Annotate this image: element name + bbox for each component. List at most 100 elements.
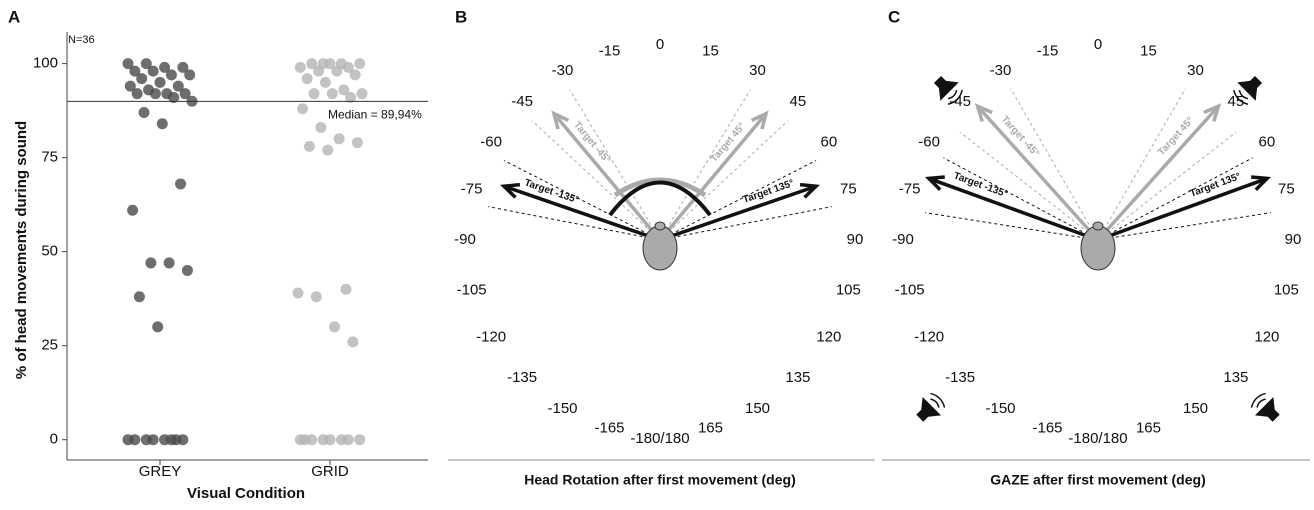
axis-title: GAZE after first movement (deg)	[990, 472, 1205, 488]
speaker	[916, 392, 946, 422]
nose	[654, 221, 666, 231]
speaker-wave	[1250, 392, 1266, 408]
angle-label: -180/180	[1068, 430, 1127, 447]
point	[319, 76, 331, 88]
point	[326, 88, 338, 100]
point	[131, 88, 143, 100]
angle-label: -150	[985, 400, 1015, 417]
point	[292, 287, 304, 299]
y-tick-label: 75	[41, 149, 58, 166]
range-line	[943, 157, 1099, 241]
arrow	[1097, 176, 1268, 242]
angle-label: -15	[599, 43, 621, 60]
point	[136, 73, 148, 85]
point	[324, 58, 336, 70]
point	[145, 257, 157, 269]
point	[342, 61, 354, 73]
arrow-head	[1203, 103, 1222, 123]
range-line	[925, 212, 1099, 241]
arrow	[1096, 105, 1220, 242]
speaker	[933, 75, 963, 105]
point	[122, 58, 134, 70]
range-line	[569, 89, 661, 241]
arrow-head	[750, 110, 769, 130]
point	[324, 434, 336, 446]
range-line	[659, 120, 789, 241]
speaker-body	[916, 396, 942, 422]
angle-label: 105	[836, 281, 861, 298]
arrow-label: Target 135°	[1189, 171, 1243, 200]
angle-label: 60	[821, 133, 838, 150]
point	[338, 84, 350, 96]
range-line	[1097, 88, 1186, 241]
point	[184, 69, 196, 81]
point	[138, 106, 150, 118]
point	[303, 140, 315, 152]
range-line	[1097, 131, 1237, 241]
median-label: Median = 89,94%	[328, 108, 422, 122]
angle-label: -60	[918, 133, 940, 150]
angle-label: -165	[1033, 419, 1063, 436]
angle-label: 15	[1140, 43, 1157, 60]
angle-label: -105	[457, 281, 487, 298]
point	[349, 69, 361, 81]
angle-label: 0	[1094, 36, 1102, 53]
angle-label: -135	[945, 369, 975, 386]
point	[181, 264, 193, 276]
angle-label: 30	[749, 62, 766, 79]
speaker-wave	[947, 89, 963, 105]
point	[322, 144, 334, 156]
arrow	[658, 112, 768, 242]
x-tick-label: GRID	[311, 463, 349, 480]
speaker-body	[1237, 75, 1263, 101]
angle-label: 45	[790, 93, 807, 110]
panel-label: C	[888, 7, 900, 26]
y-tick-label: 100	[33, 55, 58, 72]
angle-label: -30	[990, 62, 1012, 79]
range-line	[959, 131, 1099, 241]
arrow-head	[1251, 175, 1272, 191]
point	[152, 321, 164, 333]
speaker-wave	[930, 392, 946, 408]
point	[342, 434, 354, 446]
speaker-wave	[1233, 89, 1249, 105]
angle-label: -75	[899, 180, 921, 197]
angle-label: -75	[461, 180, 483, 197]
arrow	[552, 112, 662, 242]
range-line	[1097, 157, 1253, 241]
angle-label: 60	[1259, 133, 1276, 150]
point	[147, 434, 159, 446]
point	[294, 61, 306, 73]
point	[159, 61, 171, 73]
point	[156, 118, 168, 130]
range-line	[659, 160, 817, 241]
y-tick-label: 50	[41, 243, 58, 260]
point	[306, 58, 318, 70]
arrow	[659, 184, 817, 242]
point	[163, 257, 175, 269]
point	[147, 65, 159, 77]
range-line	[1097, 212, 1271, 241]
range-line	[1010, 88, 1099, 241]
point	[165, 434, 177, 446]
point	[177, 61, 189, 73]
point	[340, 283, 352, 295]
angle-label: -135	[507, 369, 537, 386]
point	[133, 291, 145, 303]
point	[351, 137, 363, 149]
angle-label: -150	[547, 400, 577, 417]
angle-label: 90	[847, 231, 864, 248]
arrow-head	[551, 110, 570, 130]
arrow-head	[974, 103, 993, 123]
range-line	[659, 206, 832, 241]
point	[354, 58, 366, 70]
point	[329, 321, 341, 333]
angle-label: 30	[1187, 62, 1204, 79]
point	[124, 80, 136, 92]
point	[331, 65, 343, 77]
arrow-head	[799, 182, 820, 199]
arrow	[503, 184, 661, 242]
point	[149, 88, 161, 100]
angle-label: 0	[656, 36, 664, 53]
speaker	[1233, 75, 1263, 105]
